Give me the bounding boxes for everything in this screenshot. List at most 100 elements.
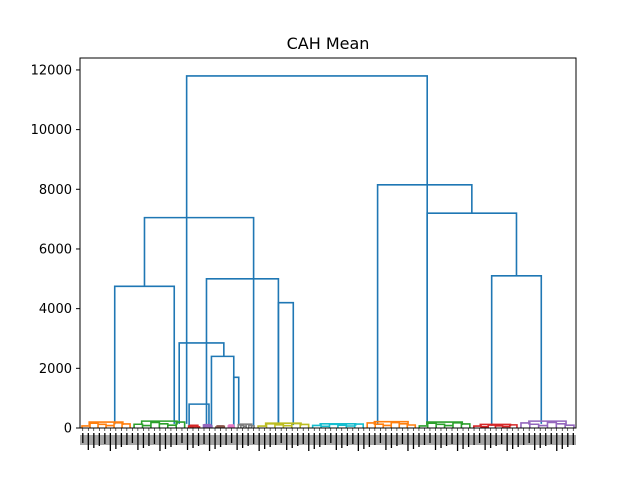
cluster-subtree xyxy=(215,425,226,429)
leaf-label xyxy=(462,433,464,449)
leaf-label xyxy=(247,433,249,446)
leaf-label xyxy=(192,433,194,448)
leaf-label xyxy=(539,433,541,448)
dendrogram-link xyxy=(426,212,518,425)
leaf-label xyxy=(357,433,360,451)
leaf-label xyxy=(401,433,404,444)
leaf-label xyxy=(109,433,112,451)
leaf-label xyxy=(330,433,332,443)
leaf-label xyxy=(341,433,343,448)
dendrogram-link xyxy=(376,184,473,425)
dendrogram-link xyxy=(113,285,176,425)
dendrogram-link xyxy=(205,278,280,427)
dendrogram-links xyxy=(113,75,543,427)
leaf-label xyxy=(264,433,266,449)
leaf-label xyxy=(131,433,134,443)
leaf-label xyxy=(164,433,167,449)
leaf-label xyxy=(253,433,255,444)
y-tick-label: 0 xyxy=(64,422,72,437)
leaf-label xyxy=(297,433,299,446)
leaf-label xyxy=(451,433,453,444)
leaf-label xyxy=(308,433,310,451)
cluster-link xyxy=(366,420,417,428)
cluster-link xyxy=(311,423,364,428)
leaf-label xyxy=(269,433,271,447)
leaf-label xyxy=(478,433,481,443)
cluster-link xyxy=(202,423,213,428)
cluster-subtree xyxy=(311,423,364,428)
leaf-label xyxy=(434,433,437,450)
leaf-label xyxy=(115,433,117,449)
leaf-label xyxy=(241,433,244,448)
leaf-label xyxy=(484,433,486,450)
cluster-link xyxy=(227,424,236,428)
leaf-label xyxy=(291,433,293,448)
leaf-label xyxy=(363,433,365,449)
leaf-label xyxy=(302,433,304,444)
leaf-label xyxy=(352,433,354,444)
leaf-label xyxy=(545,433,547,446)
cluster-subtree xyxy=(473,423,518,428)
dendrogram-link xyxy=(490,275,543,426)
leaf-label xyxy=(230,433,233,443)
leaf-label xyxy=(412,433,415,449)
cluster-subtree xyxy=(418,421,471,428)
cluster-subtree xyxy=(202,423,213,428)
leaf-label xyxy=(98,433,100,446)
leaf-label xyxy=(512,433,514,449)
y-tick-label: 10000 xyxy=(31,123,72,138)
leaf-label xyxy=(534,433,536,450)
dendrogram-link xyxy=(188,403,210,427)
cluster-subtree xyxy=(81,421,131,428)
leaf-label xyxy=(137,433,139,450)
cluster-subtree xyxy=(227,424,236,428)
cluster-subtree xyxy=(187,424,201,428)
leaf-label-band xyxy=(80,435,576,445)
leaf-label xyxy=(170,433,172,447)
leaf-label xyxy=(368,433,371,447)
leaf-label xyxy=(82,433,84,443)
leaf-label xyxy=(390,433,393,448)
leaf-label xyxy=(153,433,156,444)
leaf-label xyxy=(120,433,123,447)
leaf-label xyxy=(175,433,178,445)
cluster-link xyxy=(257,422,310,428)
cluster-link xyxy=(187,424,201,428)
leaf-label xyxy=(407,433,409,451)
cluster-link xyxy=(418,421,471,428)
leaf-label xyxy=(159,433,161,451)
leaf-label xyxy=(379,433,382,443)
leaf-label xyxy=(572,433,574,445)
leaf-label xyxy=(87,433,89,450)
leaf-label xyxy=(203,433,205,444)
leaf-label xyxy=(313,433,315,449)
leaf-label xyxy=(219,433,222,447)
leaf-label xyxy=(467,433,470,447)
leaf-label xyxy=(501,433,503,444)
leaf-label xyxy=(335,433,337,450)
leaf-label xyxy=(429,433,431,443)
leaf-label xyxy=(181,433,183,443)
leaf-label xyxy=(225,433,227,445)
leaf-label xyxy=(567,433,569,447)
dendrogram-link xyxy=(277,301,295,426)
leaf-label xyxy=(445,433,448,446)
cluster-subtree xyxy=(366,420,417,428)
leaf-label xyxy=(126,433,128,445)
y-tick-label: 2000 xyxy=(39,362,72,377)
leaf-label xyxy=(104,433,106,444)
leaf-label xyxy=(561,433,563,449)
cluster-link xyxy=(473,423,518,428)
leaf-label xyxy=(142,433,145,448)
leaf-label xyxy=(385,433,387,450)
leaf-label xyxy=(523,433,525,445)
leaf-label xyxy=(286,433,288,450)
leaf-label xyxy=(186,433,189,450)
leaf-label xyxy=(214,433,216,449)
y-tick-label: 8000 xyxy=(39,183,72,198)
y-axis: 0 2000 4000 6000 8000 10000 12000 xyxy=(31,63,80,437)
cluster-subtree xyxy=(520,420,575,428)
y-tick-label: 12000 xyxy=(31,63,72,78)
leaf-label xyxy=(473,433,475,445)
